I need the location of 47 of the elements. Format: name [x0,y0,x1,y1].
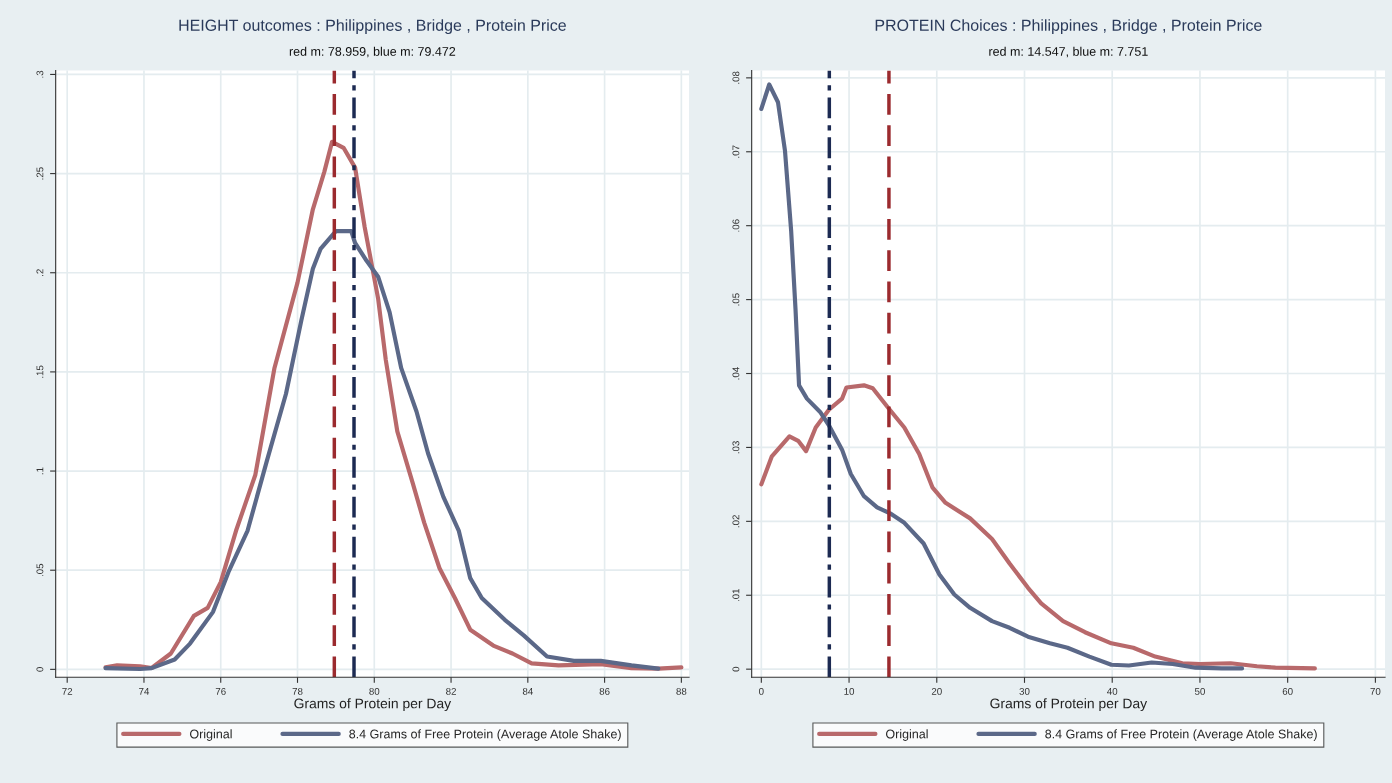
line-series [759,383,1317,671]
line-series [103,139,684,671]
x-tick-label: 60 [1282,687,1293,695]
y-tick-label: .25 [36,167,44,180]
x-tick-label: 82 [446,687,456,695]
legend-label: 8.4 Grams of Free Protein (Average Atole Shake) [349,729,621,741]
y-tick-label: .15 [36,365,44,378]
y-tick-label: .04 [732,367,740,380]
legend-label: Original [886,729,928,741]
x-tick-label: 74 [139,688,150,695]
y-tick-label: 0 [732,666,740,672]
y-tick-label: .05 [732,293,740,306]
x-tick-label: 80 [369,687,380,695]
y-tick-label: .06 [732,219,740,232]
y-tick-label: .2 [36,269,44,276]
line-series [759,82,1245,671]
chart-title: PROTEIN Choices : Philippines , Bridge , Protein Price [875,19,1262,35]
chart-subtitle: red m: 14.547, blue m: 7.751 [989,46,1148,58]
y-tick-label: .08 [732,71,740,84]
chart-subtitle: red m: 78.959, blue m: 79.472 [289,46,456,58]
legend-label: Original [190,729,232,741]
x-tick-label: 88 [676,687,687,695]
chart-title: HEIGHT outcomes : Philippines , Bridge , Protein Price [179,19,566,35]
x-tick-label: 40 [1107,687,1118,695]
x-tick-label: 72 [62,687,73,695]
y-tick-label: .02 [732,515,740,528]
y-tick-label: .3 [36,70,44,78]
x-tick-label: 78 [292,687,303,695]
x-tick-label: 30 [1019,687,1030,695]
y-tick-label: .07 [732,145,740,158]
x-tick-label: 50 [1194,687,1205,695]
x-tick-label: 20 [931,687,942,695]
legend-label: 8.4 Grams of Free Protein (Average Atole Shake) [1045,729,1317,741]
line-series [103,229,661,672]
x-axis-title: Grams of Protein per Day [990,698,1148,712]
x-axis-title: Grams of Protein per Day [294,698,452,712]
y-tick-label: .05 [36,563,44,577]
y-tick-label: 0 [36,667,44,672]
x-tick-label: 86 [599,687,610,695]
y-tick-label: .03 [732,441,740,454]
x-tick-label: 84 [522,687,533,695]
x-tick-label: 10 [844,687,855,695]
x-tick-label: 70 [1370,687,1381,695]
y-tick-label: .1 [36,467,44,475]
y-tick-label: .01 [732,588,740,602]
x-tick-label: 0 [759,687,764,695]
x-tick-label: 76 [215,687,226,695]
